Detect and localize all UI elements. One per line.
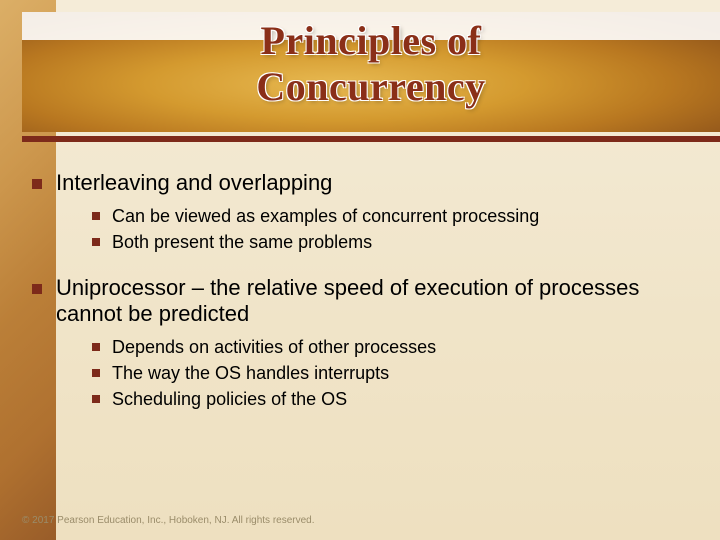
- bullet-lvl2: Scheduling policies of the OS: [92, 387, 696, 411]
- copyright-footer: © 2017 Pearson Education, Inc., Hoboken,…: [22, 515, 315, 526]
- sub-bullet-text: Both present the same problems: [112, 230, 372, 254]
- sub-bullets: Can be viewed as examples of concurrent …: [92, 204, 696, 255]
- sub-bullet-text: The way the OS handles interrupts: [112, 361, 389, 385]
- sub-bullet-text: Depends on activities of other processes: [112, 335, 436, 359]
- bullet-lvl2: Can be viewed as examples of concurrent …: [92, 204, 696, 228]
- square-bullet-icon: [32, 284, 42, 294]
- bullet-text: Interleaving and overlapping: [56, 170, 332, 196]
- bullet-text: Uniprocessor – the relative speed of exe…: [56, 275, 696, 327]
- sub-bullet-text: Scheduling policies of the OS: [112, 387, 347, 411]
- square-bullet-icon: [32, 179, 42, 189]
- title-underline-rule: [22, 136, 720, 142]
- bullet-lvl1: Uniprocessor – the relative speed of exe…: [32, 275, 696, 327]
- bullet-lvl2: The way the OS handles interrupts: [92, 361, 696, 385]
- title-line2: Concurrency: [256, 64, 485, 109]
- square-bullet-icon: [92, 343, 100, 351]
- title-banner: Principles of Concurrency: [22, 12, 720, 152]
- square-bullet-icon: [92, 238, 100, 246]
- slide-content: Interleaving and overlapping Can be view…: [32, 170, 696, 423]
- bullet-lvl2: Depends on activities of other processes: [92, 335, 696, 359]
- bullet-lvl2: Both present the same problems: [92, 230, 696, 254]
- slide-title: Principles of Concurrency: [22, 18, 720, 110]
- square-bullet-icon: [92, 395, 100, 403]
- bullet-lvl1: Interleaving and overlapping: [32, 170, 696, 196]
- title-line1: Principles of: [261, 18, 482, 63]
- sub-bullets: Depends on activities of other processes…: [92, 335, 696, 412]
- square-bullet-icon: [92, 369, 100, 377]
- sub-bullet-text: Can be viewed as examples of concurrent …: [112, 204, 539, 228]
- square-bullet-icon: [92, 212, 100, 220]
